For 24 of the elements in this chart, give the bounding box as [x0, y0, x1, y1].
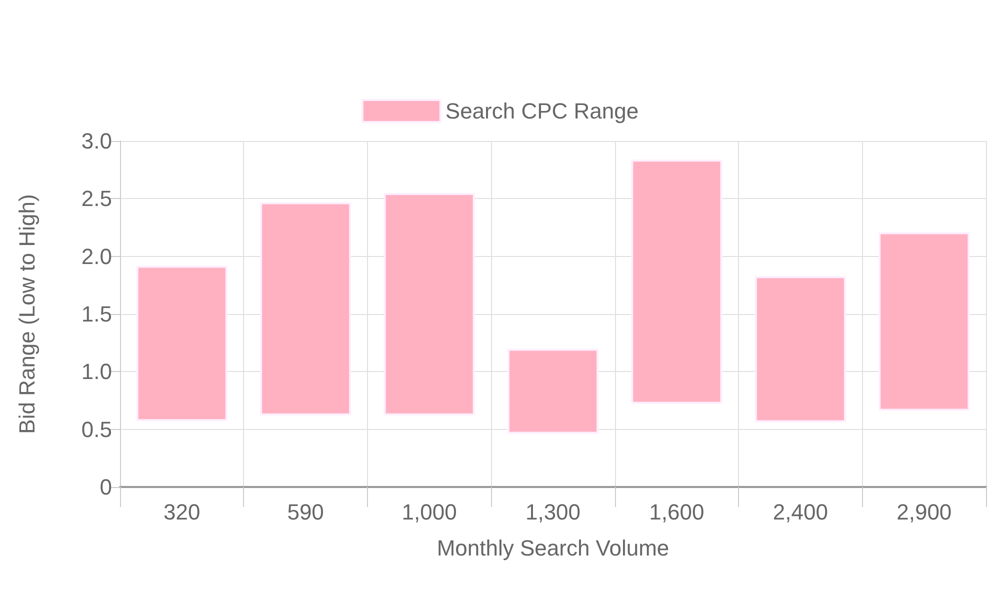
x-axis-title: Monthly Search Volume — [436, 536, 670, 560]
bar — [260, 202, 352, 416]
x-tick-label: 1,000 — [402, 500, 457, 524]
x-tick-label: 590 — [287, 500, 324, 524]
bar — [754, 276, 846, 422]
y-tick-label: 2.5 — [81, 186, 112, 212]
y-tick-label: 1.5 — [81, 302, 112, 326]
y-tick-label: 1.0 — [81, 359, 112, 384]
bar — [507, 348, 599, 434]
bar — [878, 232, 970, 411]
y-axis-title: Bid Range (Low to High) — [14, 194, 40, 434]
x-tick-label: 2,400 — [772, 500, 828, 524]
bar — [631, 160, 722, 404]
y-tick-label: 2.0 — [81, 244, 112, 269]
x-tick-label: 2,900 — [896, 500, 952, 524]
x-tick-label: 1,600 — [649, 500, 704, 524]
y-tick-label: 0 — [100, 474, 112, 500]
bar — [384, 193, 475, 416]
x-tick-label: 1,300 — [525, 500, 581, 524]
legend-label: Search CPC Range — [445, 98, 639, 124]
y-tick-label: 3.0 — [81, 128, 112, 154]
bar — [136, 266, 228, 422]
y-tick-label: 0.5 — [81, 416, 112, 442]
x-tick-label: 320 — [164, 500, 200, 524]
